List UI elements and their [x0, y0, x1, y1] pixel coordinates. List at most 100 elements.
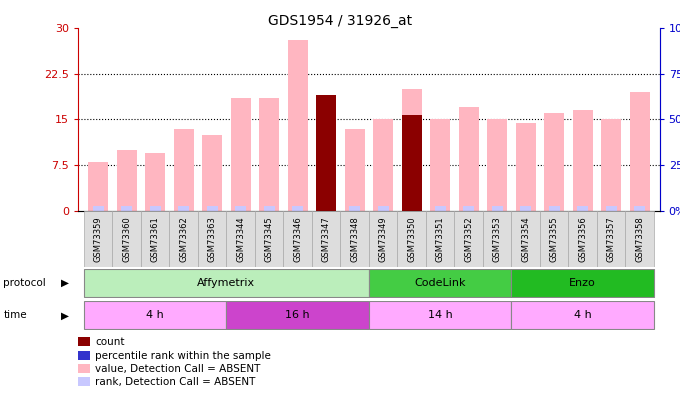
Bar [169, 211, 198, 267]
Bar [202, 134, 222, 211]
Text: count: count [95, 337, 124, 347]
Bar [322, 206, 330, 211]
Bar [407, 206, 416, 211]
Text: GDS1954 / 31926_at: GDS1954 / 31926_at [268, 14, 412, 28]
Bar [568, 211, 597, 267]
Bar [255, 211, 284, 267]
Bar [459, 107, 479, 211]
Bar [435, 206, 445, 211]
Bar [369, 269, 511, 297]
Text: Affymetrix: Affymetrix [197, 278, 256, 288]
Bar [141, 211, 169, 267]
Bar [483, 211, 511, 267]
Text: GSM73349: GSM73349 [379, 216, 388, 262]
Bar [145, 153, 165, 211]
Text: GSM73361: GSM73361 [151, 216, 160, 262]
Bar [454, 211, 483, 267]
Bar [369, 301, 511, 330]
Bar [630, 92, 649, 211]
Bar [397, 211, 426, 267]
Bar [402, 115, 422, 211]
Text: Enzo: Enzo [569, 278, 596, 288]
Text: rank, Detection Call = ABSENT: rank, Detection Call = ABSENT [95, 377, 256, 387]
Text: GSM73356: GSM73356 [578, 216, 587, 262]
Bar [426, 211, 454, 267]
Text: GSM73347: GSM73347 [322, 216, 330, 262]
Bar [601, 119, 621, 211]
Bar [88, 162, 108, 211]
Text: GSM73355: GSM73355 [549, 216, 559, 262]
Bar [511, 211, 540, 267]
Bar [463, 206, 474, 211]
Bar [511, 301, 654, 330]
Bar [402, 89, 422, 211]
Text: GSM73354: GSM73354 [521, 216, 530, 262]
Bar [259, 98, 279, 211]
Bar [284, 211, 312, 267]
Bar [345, 129, 364, 211]
Bar [349, 206, 360, 211]
Bar [373, 119, 393, 211]
Bar [198, 211, 226, 267]
Bar [430, 119, 450, 211]
Bar [606, 206, 617, 211]
Bar [226, 211, 255, 267]
Bar [112, 211, 141, 267]
Bar [520, 206, 531, 211]
Text: GSM73358: GSM73358 [635, 216, 644, 262]
Bar [292, 206, 303, 211]
Bar [511, 269, 654, 297]
Text: 4 h: 4 h [146, 311, 164, 320]
Bar [150, 206, 160, 211]
Bar [264, 206, 275, 211]
Text: GSM73345: GSM73345 [265, 216, 273, 262]
Bar [626, 211, 654, 267]
Text: percentile rank within the sample: percentile rank within the sample [95, 351, 271, 360]
Bar [84, 269, 369, 297]
Text: GSM73346: GSM73346 [293, 216, 302, 262]
Bar [377, 206, 389, 211]
Bar [573, 110, 593, 211]
Bar [84, 301, 226, 330]
Bar [487, 119, 507, 211]
Bar [316, 95, 336, 211]
Bar [288, 40, 307, 211]
Bar [341, 211, 369, 267]
Bar [235, 206, 246, 211]
Bar [316, 95, 336, 211]
Text: GSM73348: GSM73348 [350, 216, 359, 262]
Bar [634, 206, 645, 211]
Bar [84, 211, 112, 267]
Bar [549, 206, 560, 211]
Text: GSM73351: GSM73351 [436, 216, 445, 262]
Bar [117, 150, 137, 211]
Bar [92, 206, 103, 211]
Bar [597, 211, 626, 267]
Text: protocol: protocol [3, 278, 46, 288]
Bar [226, 301, 369, 330]
Text: ▶: ▶ [61, 311, 69, 320]
Bar [231, 98, 251, 211]
Bar [121, 206, 132, 211]
Text: GSM73357: GSM73357 [607, 216, 615, 262]
Bar [178, 206, 189, 211]
Text: GSM73363: GSM73363 [207, 216, 217, 262]
Text: GSM73359: GSM73359 [94, 216, 103, 262]
Bar [312, 211, 341, 267]
Text: ▶: ▶ [61, 278, 69, 288]
Text: CodeLink: CodeLink [414, 278, 466, 288]
Text: 14 h: 14 h [428, 311, 452, 320]
Bar [515, 122, 536, 211]
Bar [544, 113, 564, 211]
Text: GSM73352: GSM73352 [464, 216, 473, 262]
Bar [207, 206, 218, 211]
Text: GSM73353: GSM73353 [492, 216, 502, 262]
Bar [577, 206, 588, 211]
Bar [492, 206, 503, 211]
Text: 4 h: 4 h [574, 311, 592, 320]
Text: 16 h: 16 h [286, 311, 310, 320]
Bar [540, 211, 568, 267]
Text: GSM73360: GSM73360 [122, 216, 131, 262]
Text: value, Detection Call = ABSENT: value, Detection Call = ABSENT [95, 364, 260, 374]
Text: GSM73344: GSM73344 [236, 216, 245, 262]
